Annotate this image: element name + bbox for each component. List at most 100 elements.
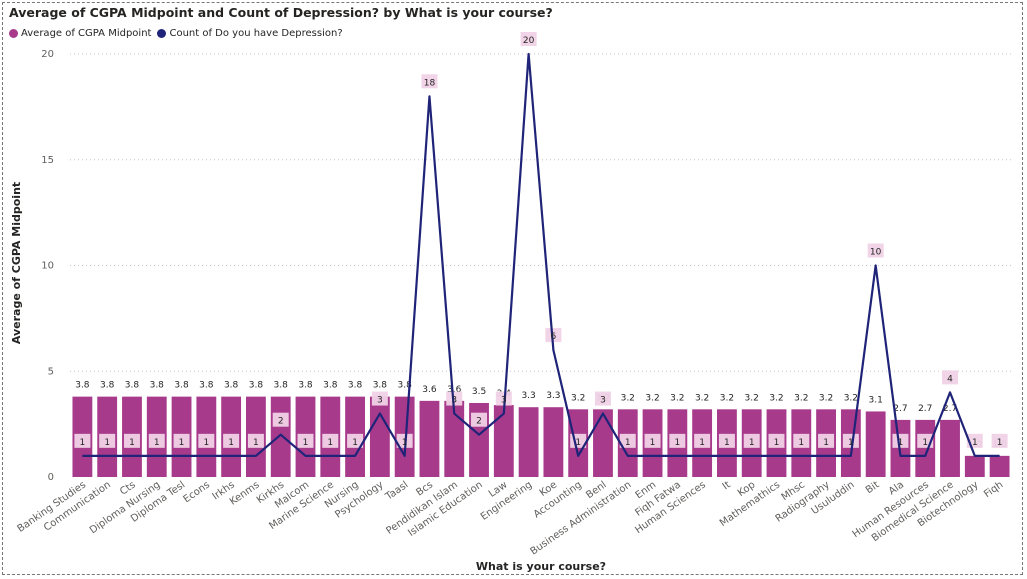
y-tick-label: 5 bbox=[48, 366, 54, 377]
bar-data-label: 3.1 bbox=[868, 395, 882, 405]
line-label-background bbox=[867, 243, 884, 258]
x-tick-label: Taasl bbox=[383, 479, 410, 503]
bar-data-label: 3.6 bbox=[447, 385, 462, 395]
bar[interactable] bbox=[493, 405, 514, 477]
line-label-background bbox=[322, 433, 339, 448]
bar[interactable] bbox=[989, 455, 1010, 477]
bar-data-label: 3.2 bbox=[621, 393, 635, 403]
line-path[interactable] bbox=[82, 52, 1000, 457]
chart-title: Average of CGPA Midpoint and Count of De… bbox=[9, 5, 553, 20]
bar[interactable] bbox=[593, 409, 613, 477]
bar-data-label: 3.2 bbox=[645, 393, 659, 403]
line-data-label: 1 bbox=[253, 438, 259, 448]
line-data-label: 3 bbox=[501, 396, 507, 406]
line-label-background bbox=[842, 433, 859, 448]
line-label-background bbox=[297, 433, 314, 448]
line-data-label: 1 bbox=[699, 438, 705, 448]
x-tick-label: Bit bbox=[864, 479, 881, 496]
line-label-background bbox=[644, 433, 661, 448]
line-data-label: 1 bbox=[575, 438, 581, 448]
legend-item-bar[interactable]: Average of CGPA Midpoint bbox=[9, 28, 151, 39]
line-data-label: 3 bbox=[377, 396, 383, 406]
bar[interactable] bbox=[444, 400, 465, 477]
bar[interactable] bbox=[543, 407, 564, 477]
line-label-background bbox=[371, 391, 388, 406]
line-label-background bbox=[347, 433, 364, 448]
line-data-label: 6 bbox=[551, 332, 557, 342]
line-label-background bbox=[619, 433, 636, 448]
line-label-background bbox=[818, 433, 835, 448]
line-data-label: 1 bbox=[625, 438, 631, 448]
legend-bar-swatch-icon bbox=[9, 29, 18, 38]
line-label-background bbox=[520, 32, 537, 46]
line-label-background bbox=[148, 433, 165, 448]
line-data-label: 1 bbox=[203, 438, 209, 448]
x-tick-label: It bbox=[721, 479, 733, 492]
line-data-label: 1 bbox=[798, 438, 804, 448]
bar-data-label: 3.2 bbox=[794, 393, 808, 403]
bar-data-label: 3.8 bbox=[224, 381, 239, 391]
line-data-label: 1 bbox=[402, 438, 408, 448]
legend-item-line[interactable]: Count of Do you have Depression? bbox=[157, 28, 343, 39]
bar-data-label: 3.8 bbox=[199, 381, 214, 391]
line-series bbox=[82, 52, 1000, 457]
bar-data-label: 3.8 bbox=[249, 381, 264, 391]
gridlines bbox=[70, 53, 1012, 372]
bar-data-label: 3.8 bbox=[274, 381, 289, 391]
line-data-label: 1 bbox=[674, 438, 680, 448]
bar[interactable] bbox=[940, 419, 960, 477]
line-data-label: 1 bbox=[104, 438, 110, 448]
bar[interactable] bbox=[915, 419, 936, 477]
line-label-background bbox=[743, 433, 760, 448]
line-label-backgrounds bbox=[74, 32, 1008, 448]
line-label-background bbox=[594, 391, 611, 406]
line-label-background bbox=[694, 433, 711, 448]
bar-data-label: 3.5 bbox=[472, 387, 486, 397]
bar-data-label: 3.2 bbox=[844, 393, 858, 403]
bar[interactable] bbox=[964, 455, 985, 477]
y-tick-label: 0 bbox=[48, 472, 54, 483]
bar-data-label: 3.8 bbox=[75, 381, 90, 391]
bar-data-label: 3.3 bbox=[521, 391, 535, 401]
bar[interactable] bbox=[518, 407, 539, 477]
line-label-background bbox=[991, 433, 1008, 448]
bar-data-label: 3.8 bbox=[373, 381, 388, 391]
x-tick-label: Econs bbox=[182, 479, 212, 505]
bar-data-label: 3.8 bbox=[150, 381, 165, 391]
bar[interactable] bbox=[865, 411, 886, 477]
bar[interactable] bbox=[270, 396, 291, 477]
line-data-label: 20 bbox=[523, 36, 535, 46]
line-data-label: 3 bbox=[451, 396, 457, 406]
bar-data-label: 3.8 bbox=[298, 381, 313, 391]
y-tick-label: 20 bbox=[41, 49, 54, 60]
y-tick-labels: 0 5 10 15 20 bbox=[41, 49, 54, 483]
line-data-label: 2 bbox=[278, 417, 284, 427]
bar-data-label: 3.2 bbox=[695, 393, 709, 403]
line-data-label: 1 bbox=[80, 438, 86, 448]
line-data-label: 1 bbox=[228, 438, 234, 448]
line-data-label: 1 bbox=[129, 438, 135, 448]
bar-data-label: 2.7 bbox=[893, 404, 907, 414]
line-data-label: 1 bbox=[179, 438, 185, 448]
line-label-background bbox=[198, 433, 215, 448]
bar-data-label: 3.2 bbox=[819, 393, 833, 403]
line-label-background bbox=[669, 433, 686, 448]
chart-legend[interactable]: Average of CGPA Midpoint Count of Do you… bbox=[9, 28, 349, 39]
line-label-background bbox=[471, 412, 488, 427]
line-data-label: 1 bbox=[823, 438, 829, 448]
line-data-label: 4 bbox=[947, 374, 953, 384]
bar[interactable] bbox=[419, 400, 440, 477]
line-label-background bbox=[247, 433, 264, 448]
bar-data-label: 3.8 bbox=[174, 381, 189, 391]
bar-data-label: 3.8 bbox=[397, 381, 412, 391]
line-label-background bbox=[768, 433, 785, 448]
line-data-label: 10 bbox=[870, 248, 882, 258]
bar-data-label: 3.2 bbox=[670, 393, 684, 403]
line-label-background bbox=[545, 328, 562, 343]
line-label-background bbox=[942, 370, 959, 385]
bar[interactable] bbox=[369, 396, 390, 477]
line-data-label: 1 bbox=[749, 438, 755, 448]
line-data-label: 1 bbox=[724, 438, 730, 448]
